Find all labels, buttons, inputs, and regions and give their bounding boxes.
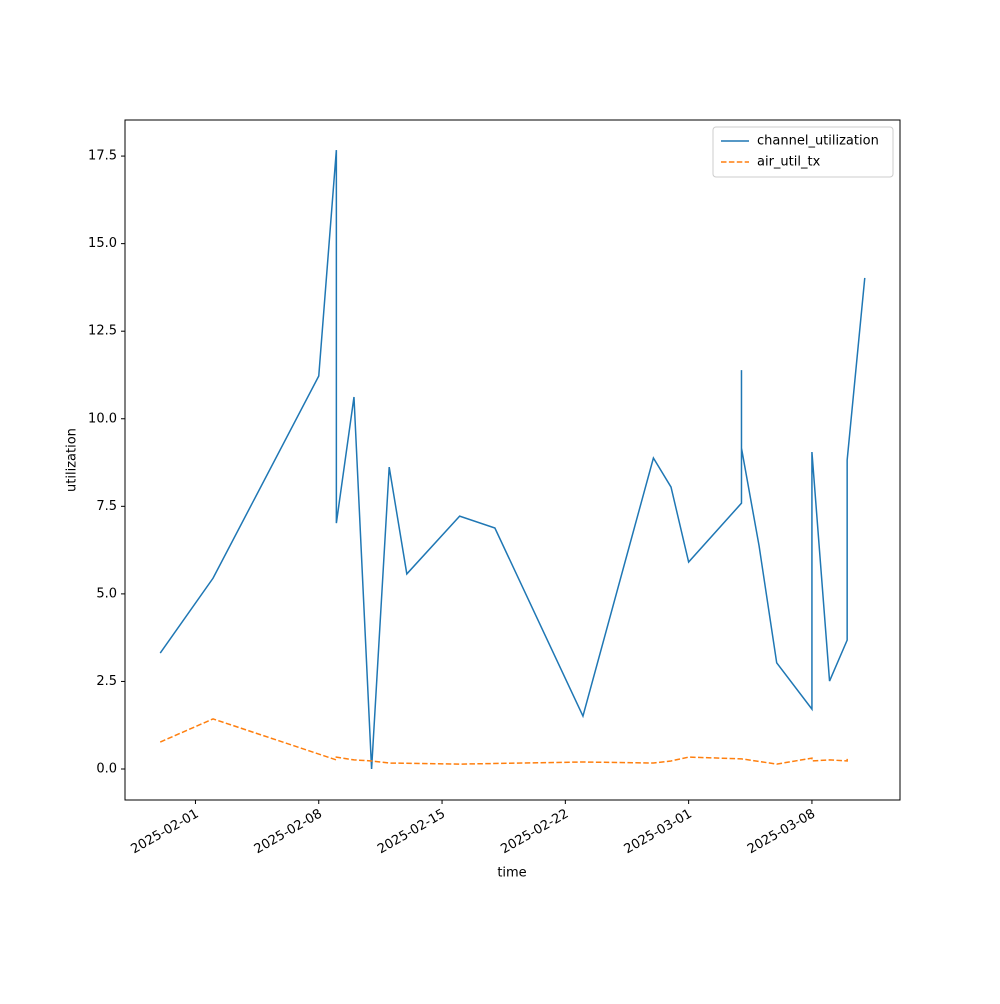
- y-tick-label: 5.0: [96, 586, 117, 601]
- x-tick-label: 2025-02-15: [375, 806, 448, 857]
- legend-box: [712, 126, 894, 178]
- x-tick-label: 2025-02-22: [498, 806, 571, 857]
- y-tick-label: 0.0: [96, 762, 117, 777]
- y-tick-label: 7.5: [96, 499, 117, 514]
- y-tick-label: 2.5: [96, 674, 117, 689]
- y-axis-label: utilization: [65, 428, 80, 492]
- y-tick-label: 10.0: [88, 411, 117, 426]
- x-tick-label: 2025-03-01: [622, 806, 695, 857]
- legend-label: air_util_tx: [757, 155, 821, 170]
- x-axis-label: time: [497, 866, 526, 881]
- legend-label: channel_utilization: [757, 134, 879, 149]
- plot-frame: [124, 119, 901, 801]
- x-tick-label: 2025-03-08: [745, 806, 818, 857]
- series-line: [159, 718, 848, 765]
- series-line: [159, 150, 866, 770]
- x-tick-label: 2025-02-01: [129, 806, 202, 857]
- y-tick-label: 12.5: [88, 324, 117, 339]
- x-tick-label: 2025-02-08: [252, 806, 325, 857]
- y-tick-label: 17.5: [88, 149, 117, 164]
- y-tick-label: 15.0: [88, 236, 117, 251]
